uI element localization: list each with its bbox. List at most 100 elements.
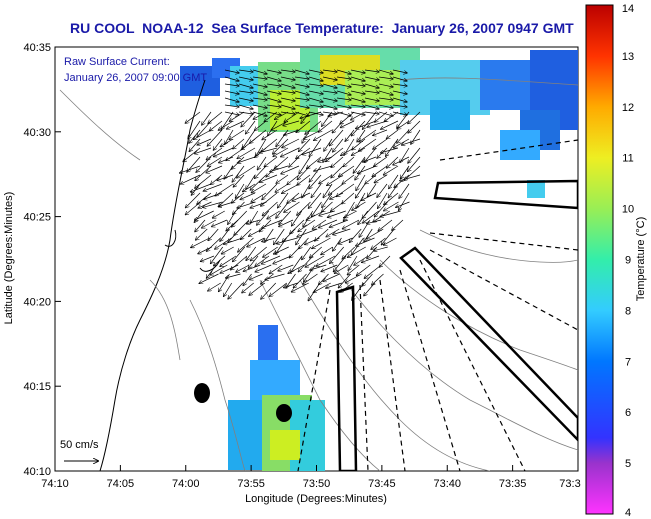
current-vector [220, 228, 230, 241]
current-vector [350, 84, 365, 86]
current-vector [357, 165, 377, 173]
current-vector [195, 165, 212, 180]
current-vector [392, 97, 407, 102]
current-vector [238, 112, 253, 114]
current-vector [392, 76, 407, 81]
current-vector [348, 255, 358, 270]
current-vector [195, 210, 214, 220]
current-vector [336, 69, 351, 74]
current-vector [249, 282, 265, 295]
colorbar-tick-label: 4 [625, 507, 631, 519]
current-vector [212, 219, 228, 227]
current-vector [384, 111, 399, 121]
current-vector [252, 98, 267, 100]
current-vector [324, 138, 333, 151]
current-vector [364, 264, 382, 278]
current-vector [241, 138, 256, 150]
current-vector [207, 129, 223, 146]
y-tick-label: 40:15 [23, 381, 51, 393]
current-vector [256, 138, 267, 156]
current-vector [308, 192, 322, 208]
current-vector [356, 237, 375, 246]
current-vector [309, 174, 322, 189]
current-vector [321, 246, 333, 255]
current-vector [396, 201, 410, 207]
current-vector [288, 264, 305, 273]
current-vector [263, 246, 278, 257]
x-tick-label: 74:05 [107, 478, 135, 490]
current-vector [203, 201, 223, 207]
current-vector [378, 83, 393, 87]
current-vector [343, 156, 355, 167]
current-vector [265, 228, 274, 242]
current-vector [257, 156, 267, 170]
current-vector [400, 147, 410, 163]
current-vector [224, 105, 239, 107]
current-vector [257, 210, 270, 225]
current-vector [220, 255, 237, 266]
current-vector [233, 246, 246, 262]
current-vector [352, 147, 366, 155]
current-vector [266, 84, 281, 86]
current-vector [284, 282, 298, 288]
current-vector [282, 138, 300, 148]
current-vector [280, 70, 295, 72]
current-vector [362, 273, 373, 286]
current-vector [329, 129, 344, 146]
current-vector [260, 174, 278, 182]
x-tick-label: 73:45 [368, 478, 396, 490]
current-vector [336, 111, 351, 116]
current-vector [243, 273, 252, 285]
current-vector [274, 156, 289, 169]
current-vector [208, 282, 221, 291]
current-vector [262, 237, 276, 242]
current-vector [255, 165, 267, 178]
current-vector [264, 111, 278, 122]
current-vector [308, 90, 323, 94]
current-vector [220, 264, 239, 273]
colorbar-tick-label: 5 [625, 458, 631, 470]
current-vector [266, 90, 281, 94]
current-vector [321, 264, 338, 271]
current-vector [200, 255, 215, 261]
current-vector [195, 219, 206, 232]
current-vector [237, 165, 256, 178]
current-vector [381, 120, 399, 129]
current-vector [344, 210, 357, 217]
current-vector [235, 183, 245, 198]
current-vector [198, 246, 212, 254]
current-vector [185, 201, 201, 215]
current-vector [330, 192, 344, 199]
current-vector [375, 111, 388, 122]
current-vector [362, 111, 377, 129]
current-vector [345, 129, 355, 141]
current-vector [392, 69, 407, 73]
current-vector [302, 183, 311, 198]
current-vector [342, 219, 360, 229]
current-vector [204, 192, 223, 199]
current-vector [294, 69, 309, 74]
current-vector [291, 255, 303, 272]
y-tick-label: 40:35 [23, 42, 51, 54]
current-vector [323, 273, 340, 281]
current-vector [243, 129, 256, 148]
current-vector [250, 246, 267, 261]
current-vector [185, 111, 201, 123]
current-vector [297, 174, 311, 185]
current-vector [228, 228, 241, 242]
current-vector [270, 165, 289, 172]
current-vector [408, 111, 421, 124]
current-vector [188, 120, 201, 139]
current-vector [374, 156, 388, 166]
colorbar-tick-label: 11 [622, 153, 633, 165]
current-vector [297, 228, 318, 237]
current-vector [282, 183, 300, 193]
current-vector [238, 83, 253, 88]
current-vector [269, 264, 283, 274]
current-vector [347, 246, 366, 257]
current-vector [228, 210, 237, 224]
current-vector [305, 237, 320, 245]
inset-line2: January 26, 2007 09:00 GMT [64, 72, 207, 84]
current-vector [386, 129, 399, 139]
